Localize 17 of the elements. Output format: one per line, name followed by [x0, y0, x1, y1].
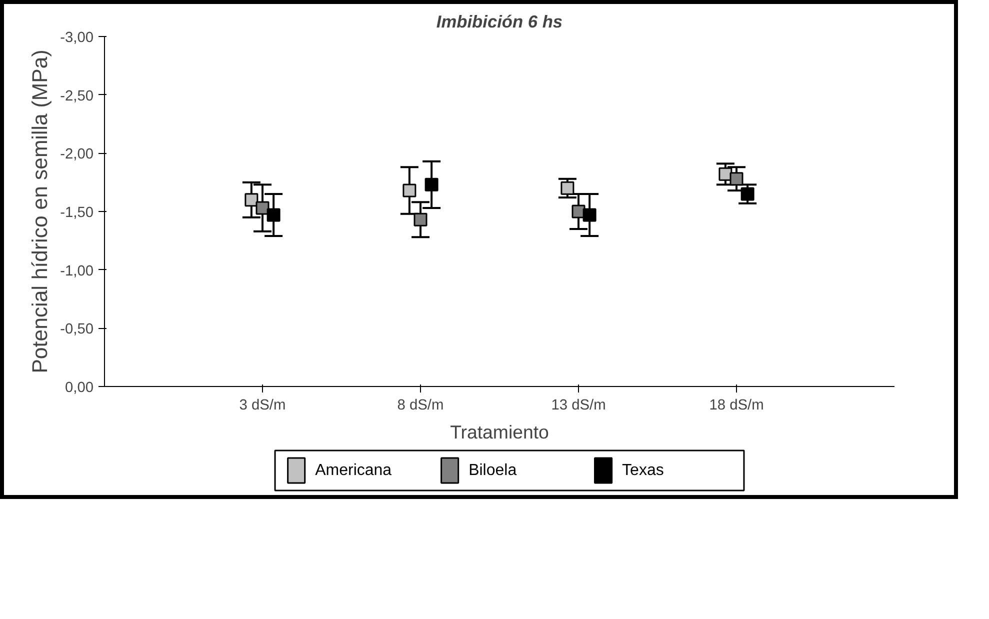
y-tick-label: -3,00 [60, 30, 94, 46]
y-axis-title: Potencial hídrico en semilla (MPa) [28, 50, 52, 374]
y-tick-label: -2,00 [60, 146, 94, 163]
chart-title: Imbibición 6 hs [436, 12, 563, 32]
y-tick-label: -0,50 [60, 322, 94, 338]
y-tick-label: -1,00 [60, 263, 94, 280]
x-axis-title: Tratamiento [450, 422, 549, 442]
x-tick-label: 3 dS/m [239, 398, 286, 414]
legend-label: Americana [315, 462, 392, 479]
legend-label: Texas [622, 462, 664, 479]
x-tick-label: 13 dS/m [551, 398, 606, 414]
y-tick-label: -1,50 [60, 205, 94, 221]
legend-label: Biloela [468, 462, 517, 479]
x-tick-label: 8 dS/m [397, 398, 444, 414]
y-tick-label: 0,00 [64, 380, 94, 396]
x-tick-label: 18 dS/m [709, 398, 764, 414]
y-tick-label: -2,50 [60, 88, 94, 104]
